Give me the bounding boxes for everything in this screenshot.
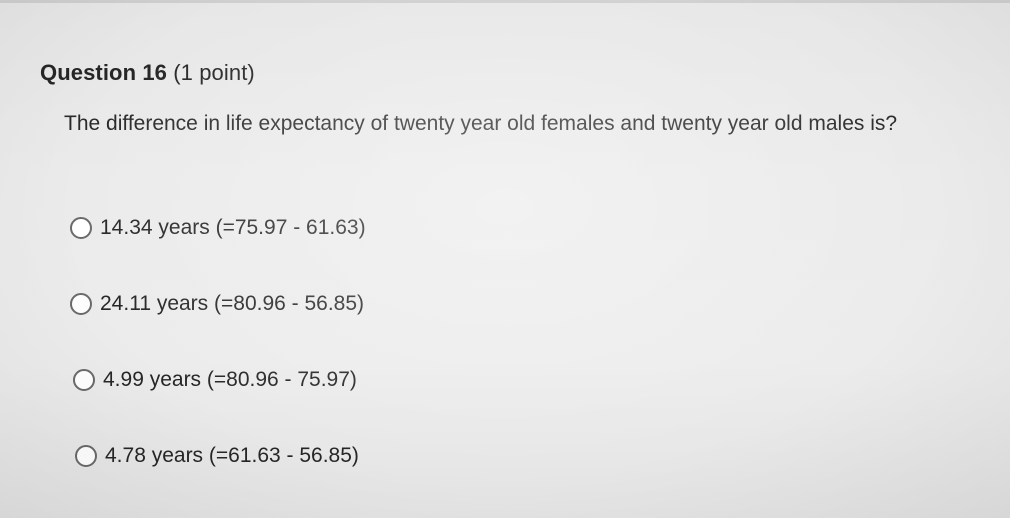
radio-button[interactable]	[73, 369, 95, 391]
radio-button[interactable]	[70, 293, 92, 315]
answer-option-2[interactable]: 24.11 years (=80.96 - 56.85)	[70, 292, 364, 316]
top-divider	[0, 0, 1010, 3]
answer-option-label: 4.99 years (=80.96 - 75.97)	[103, 368, 357, 391]
radio-button[interactable]	[70, 217, 92, 239]
answer-option-3[interactable]: 4.99 years (=80.96 - 75.97)	[73, 368, 357, 392]
answer-option-label: 14.34 years (=75.97 - 61.63)	[100, 216, 366, 239]
answer-option-1[interactable]: 14.34 years (=75.97 - 61.63)	[70, 216, 366, 240]
answer-option-label: 4.78 years (=61.63 - 56.85)	[105, 444, 359, 467]
answer-option-label: 24.11 years (=80.96 - 56.85)	[100, 292, 365, 315]
radio-button[interactable]	[75, 445, 97, 467]
question-header: Question 16 (1 point)	[40, 60, 255, 86]
question-title: Question 16	[40, 60, 168, 85]
question-points: (1 point)	[173, 60, 255, 85]
question-prompt: The difference in life expectancy of twe…	[64, 112, 898, 135]
answer-option-4[interactable]: 4.78 years (=61.63 - 56.85)	[75, 444, 359, 468]
